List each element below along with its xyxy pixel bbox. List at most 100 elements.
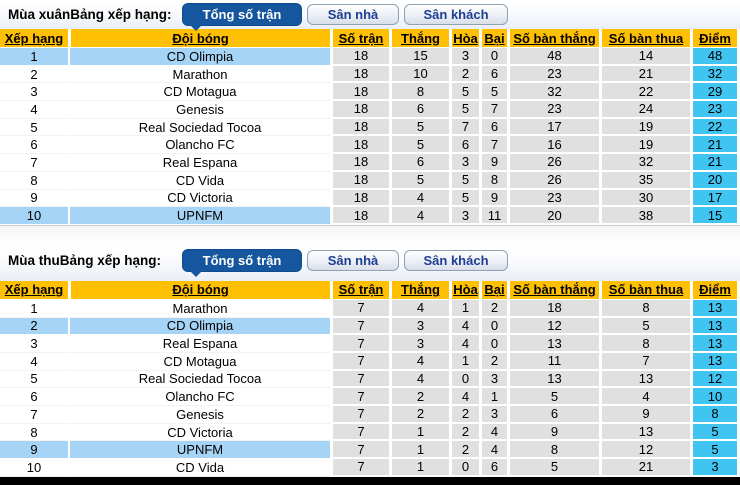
team-cell: CD Motagua — [68, 352, 330, 371]
table-row: 1 CD Olimpia 18 15 3 0 48 14 48 — [0, 48, 740, 66]
col-played[interactable]: Số trận — [330, 29, 389, 48]
won-cell: 2 — [389, 406, 449, 424]
goals-for-cell: 11 — [507, 352, 599, 371]
rank-cell: 2 — [0, 65, 68, 84]
lost-cell: 7 — [479, 101, 507, 119]
table-row: 3 Real Espana 7 3 4 0 13 8 13 — [0, 335, 740, 353]
rank-cell: 4 — [0, 101, 68, 119]
col-rank[interactable]: Xếp hạng — [0, 280, 68, 300]
goals-for-cell: 23 — [507, 101, 599, 119]
lost-cell: 0 — [479, 48, 507, 66]
col-points[interactable]: Điểm — [690, 29, 740, 48]
tab-total-matches[interactable]: Tổng số trận — [182, 3, 302, 31]
goals-for-cell: 23 — [507, 65, 599, 84]
goals-against-cell: 21 — [599, 459, 690, 477]
goals-for-cell: 8 — [507, 441, 599, 460]
team-cell: CD Vida — [68, 171, 330, 190]
season-section-autumn: Mùa thuBảng xếp hạng: Tổng số trận Sân n… — [0, 224, 740, 477]
played-cell: 7 — [330, 388, 389, 406]
team-cell: CD Victoria — [68, 423, 330, 442]
points-cell: 10 — [690, 388, 740, 406]
table-row: 9 UPNFM 7 1 2 4 8 12 5 — [0, 441, 740, 460]
lost-cell: 6 — [479, 65, 507, 84]
tab-away[interactable]: Sân khách — [404, 4, 508, 25]
col-goals-against[interactable]: Số bàn thua — [599, 280, 690, 300]
goals-for-cell: 12 — [507, 317, 599, 336]
col-drawn[interactable]: Hòa — [449, 29, 479, 48]
table-row: 5 Real Sociedad Tocoa 18 5 7 6 17 19 22 — [0, 118, 740, 137]
rank-cell: 3 — [0, 83, 68, 102]
drawn-cell: 0 — [449, 370, 479, 389]
points-cell: 13 — [690, 335, 740, 353]
col-won[interactable]: Thắng — [389, 280, 449, 300]
points-cell: 13 — [690, 352, 740, 371]
points-cell: 20 — [690, 171, 740, 190]
team-cell: CD Victoria — [68, 189, 330, 208]
table-row: 2 Marathon 18 10 2 6 23 21 32 — [0, 65, 740, 84]
tab-total-matches[interactable]: Tổng số trận — [182, 248, 302, 277]
section-header-spring: Mùa xuânBảng xếp hạng: Tổng số trận Sân … — [0, 0, 740, 31]
won-cell: 4 — [389, 207, 449, 225]
drawn-cell: 4 — [449, 335, 479, 353]
lost-cell: 3 — [479, 370, 507, 389]
rank-cell: 2 — [0, 317, 68, 336]
played-cell: 7 — [330, 406, 389, 424]
points-cell: 5 — [690, 441, 740, 460]
tab-home[interactable]: Sân nhà — [307, 249, 399, 271]
played-cell: 7 — [330, 423, 389, 442]
col-goals-for[interactable]: Số bàn thắng — [507, 280, 599, 300]
team-cell: CD Olimpia — [68, 48, 330, 66]
lost-cell: 7 — [479, 136, 507, 155]
goals-against-cell: 32 — [599, 154, 690, 172]
col-team[interactable]: Đội bóng — [68, 29, 330, 48]
rank-cell: 1 — [0, 48, 68, 66]
rank-cell: 10 — [0, 459, 68, 477]
col-lost[interactable]: Bại — [479, 280, 507, 300]
goals-against-cell: 9 — [599, 406, 690, 424]
played-cell: 7 — [330, 370, 389, 389]
team-cell: CD Motagua — [68, 83, 330, 102]
played-cell: 18 — [330, 118, 389, 137]
points-cell: 22 — [690, 118, 740, 137]
rank-cell: 5 — [0, 118, 68, 137]
table-row: 4 CD Motagua 7 4 1 2 11 7 13 — [0, 352, 740, 371]
col-goals-for[interactable]: Số bàn thắng — [507, 29, 599, 48]
col-won[interactable]: Thắng — [389, 29, 449, 48]
points-cell: 21 — [690, 154, 740, 172]
rank-cell: 9 — [0, 441, 68, 460]
drawn-cell: 1 — [449, 299, 479, 318]
table-row: 6 Olancho FC 7 2 4 1 5 4 10 — [0, 388, 740, 406]
drawn-cell: 1 — [449, 352, 479, 371]
won-cell: 3 — [389, 317, 449, 336]
col-points[interactable]: Điểm — [690, 280, 740, 300]
drawn-cell: 3 — [449, 207, 479, 225]
team-cell: Real Espana — [68, 335, 330, 353]
points-cell: 15 — [690, 207, 740, 225]
autumn-table-body: 1 Marathon 7 4 1 2 18 8 13 2 CD Olimpia 7 3 4 0 12 5 13 3 R… — [0, 299, 740, 477]
points-cell: 32 — [690, 65, 740, 84]
tab-away[interactable]: Sân khách — [404, 249, 508, 271]
col-team[interactable]: Đội bóng — [68, 280, 330, 300]
goals-against-cell: 13 — [599, 370, 690, 389]
team-cell: Marathon — [68, 299, 330, 318]
rank-cell: 1 — [0, 299, 68, 318]
tab-home[interactable]: Sân nhà — [307, 4, 399, 25]
played-cell: 18 — [330, 171, 389, 190]
goals-for-cell: 9 — [507, 423, 599, 442]
goals-against-cell: 35 — [599, 171, 690, 190]
col-drawn[interactable]: Hòa — [449, 280, 479, 300]
team-cell: UPNFM — [68, 441, 330, 460]
col-rank[interactable]: Xếp hạng — [0, 29, 68, 48]
won-cell: 4 — [389, 370, 449, 389]
col-goals-against[interactable]: Số bàn thua — [599, 29, 690, 48]
col-lost[interactable]: Bại — [479, 29, 507, 48]
goals-against-cell: 12 — [599, 441, 690, 460]
won-cell: 15 — [389, 48, 449, 66]
drawn-cell: 0 — [449, 459, 479, 477]
drawn-cell: 2 — [449, 441, 479, 460]
won-cell: 6 — [389, 154, 449, 172]
team-cell: UPNFM — [68, 207, 330, 225]
goals-against-cell: 13 — [599, 423, 690, 442]
col-played[interactable]: Số trận — [330, 280, 389, 300]
section-title-spring: Mùa xuânBảng xếp hạng: — [8, 7, 172, 22]
